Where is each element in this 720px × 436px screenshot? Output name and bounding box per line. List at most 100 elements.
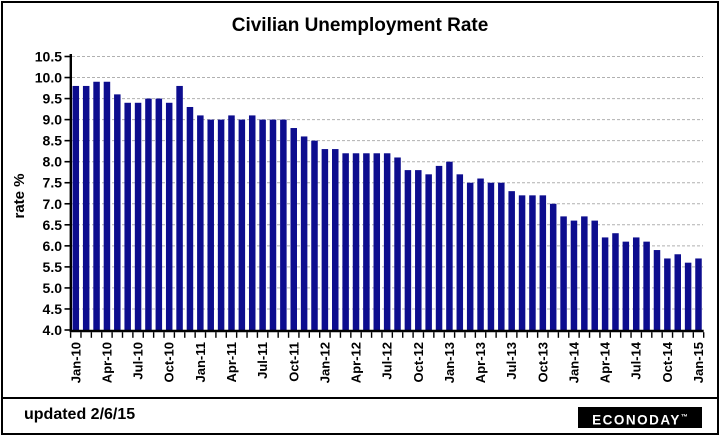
- x-tick-label: Jul-14: [629, 341, 644, 379]
- x-tick-label: Jan-10: [68, 342, 83, 383]
- bar: [300, 136, 308, 331]
- bar: [487, 182, 495, 331]
- bar: [352, 153, 360, 331]
- x-tick-label: Jul-11: [255, 342, 270, 379]
- bar: [549, 203, 557, 331]
- y-tick-label: 10.5: [35, 49, 62, 65]
- bar: [581, 216, 588, 331]
- bar: [217, 119, 225, 332]
- bar: [394, 157, 401, 331]
- x-tick-label: Jul-10: [131, 342, 146, 380]
- bar: [124, 102, 131, 331]
- bar: [529, 195, 536, 331]
- bar: [290, 128, 297, 331]
- bar: [643, 241, 650, 331]
- bar: [560, 216, 567, 331]
- x-tick-label: Apr-10: [99, 342, 114, 383]
- x-tick-label: Oct-12: [411, 342, 426, 382]
- y-axis-title: rate %: [11, 173, 28, 218]
- x-tick-label: Jan-14: [566, 341, 581, 383]
- bar: [653, 250, 661, 331]
- bar: [238, 119, 246, 332]
- bar: [207, 119, 214, 332]
- x-tick-label: Apr-12: [349, 342, 364, 383]
- x-tick-label: Jan-15: [691, 342, 706, 383]
- y-tick-label: 9.0: [43, 112, 63, 128]
- bar: [601, 237, 609, 331]
- bar: [280, 119, 287, 332]
- bar: [518, 195, 526, 331]
- bar: [155, 98, 163, 331]
- y-tick-label: 6.5: [43, 217, 63, 233]
- bar: [145, 98, 152, 331]
- x-tick-label: Jan-13: [442, 342, 457, 383]
- bar: [383, 153, 391, 331]
- bar: [425, 174, 432, 331]
- bar: [321, 149, 329, 331]
- x-tick-label: Oct-14: [660, 341, 675, 382]
- y-tick-label: 4.0: [43, 322, 63, 338]
- x-tick-label: Apr-11: [224, 342, 239, 382]
- x-tick-label: Apr-14: [598, 341, 613, 383]
- bar: [93, 81, 100, 331]
- bar: [165, 102, 173, 331]
- bar: [259, 119, 266, 332]
- bar: [82, 85, 90, 331]
- y-tick-label: 10.0: [35, 70, 62, 86]
- chart-title: Civilian Unemployment Rate: [231, 15, 489, 36]
- x-tick-label: Oct-10: [162, 342, 177, 382]
- x-tick-label: Oct-11: [286, 342, 301, 382]
- bar: [446, 161, 453, 331]
- x-tick-label: Oct-13: [535, 342, 550, 382]
- bar: [72, 85, 80, 331]
- y-tick-label: 6.0: [43, 238, 63, 254]
- y-tick-label: 9.5: [43, 91, 63, 107]
- y-tick-label: 7.5: [43, 175, 63, 191]
- bar: [342, 153, 349, 331]
- x-tick-label: Apr-13: [473, 342, 488, 383]
- bar: [332, 149, 339, 331]
- bar: [435, 165, 443, 331]
- x-tick-label: Jul-13: [504, 342, 519, 380]
- x-tick-label: Jul-12: [380, 342, 395, 380]
- bar: [197, 115, 204, 331]
- econoday-logo: ECONODAY™: [578, 407, 702, 428]
- bar: [311, 140, 318, 331]
- bar: [508, 191, 515, 331]
- bar: [498, 182, 505, 331]
- bar: [186, 106, 194, 332]
- y-tick-label: 5.0: [43, 280, 63, 296]
- y-tick-label: 5.5: [43, 259, 63, 275]
- y-tick-label: 7.0: [43, 196, 63, 212]
- bar: [591, 220, 598, 331]
- chart-canvas: 10.5 10.0 9.5 9.0 8.5 8.0 7.5 7.0 6.5 6.0 5.5 5.0 4.…: [11, 49, 706, 384]
- bar: [228, 115, 235, 331]
- bar: [248, 115, 256, 331]
- bar: [622, 241, 630, 331]
- bar: [570, 220, 578, 331]
- bar: [684, 262, 692, 331]
- updated-label: updated 2/6/15: [24, 406, 136, 423]
- bar: [664, 258, 671, 331]
- bar: [632, 237, 640, 331]
- econoday-logo-text: ECONODAY: [592, 412, 681, 428]
- bar: [176, 85, 183, 331]
- bar: [456, 174, 464, 331]
- bar: [674, 254, 681, 331]
- bar: [363, 153, 370, 331]
- bar: [103, 81, 111, 331]
- trademark-symbol: ™: [680, 414, 688, 421]
- y-tick-label: 8.0: [43, 154, 63, 170]
- bar: [539, 195, 547, 331]
- y-tick-label: 8.5: [43, 133, 63, 149]
- bar: [373, 153, 381, 331]
- bar: [415, 170, 422, 331]
- bar: [612, 233, 619, 331]
- y-tick-label: 4.5: [43, 301, 63, 317]
- bar: [134, 102, 142, 331]
- bar: [695, 258, 702, 331]
- bar: [404, 170, 412, 331]
- bar: [477, 178, 484, 331]
- bar: [114, 94, 121, 332]
